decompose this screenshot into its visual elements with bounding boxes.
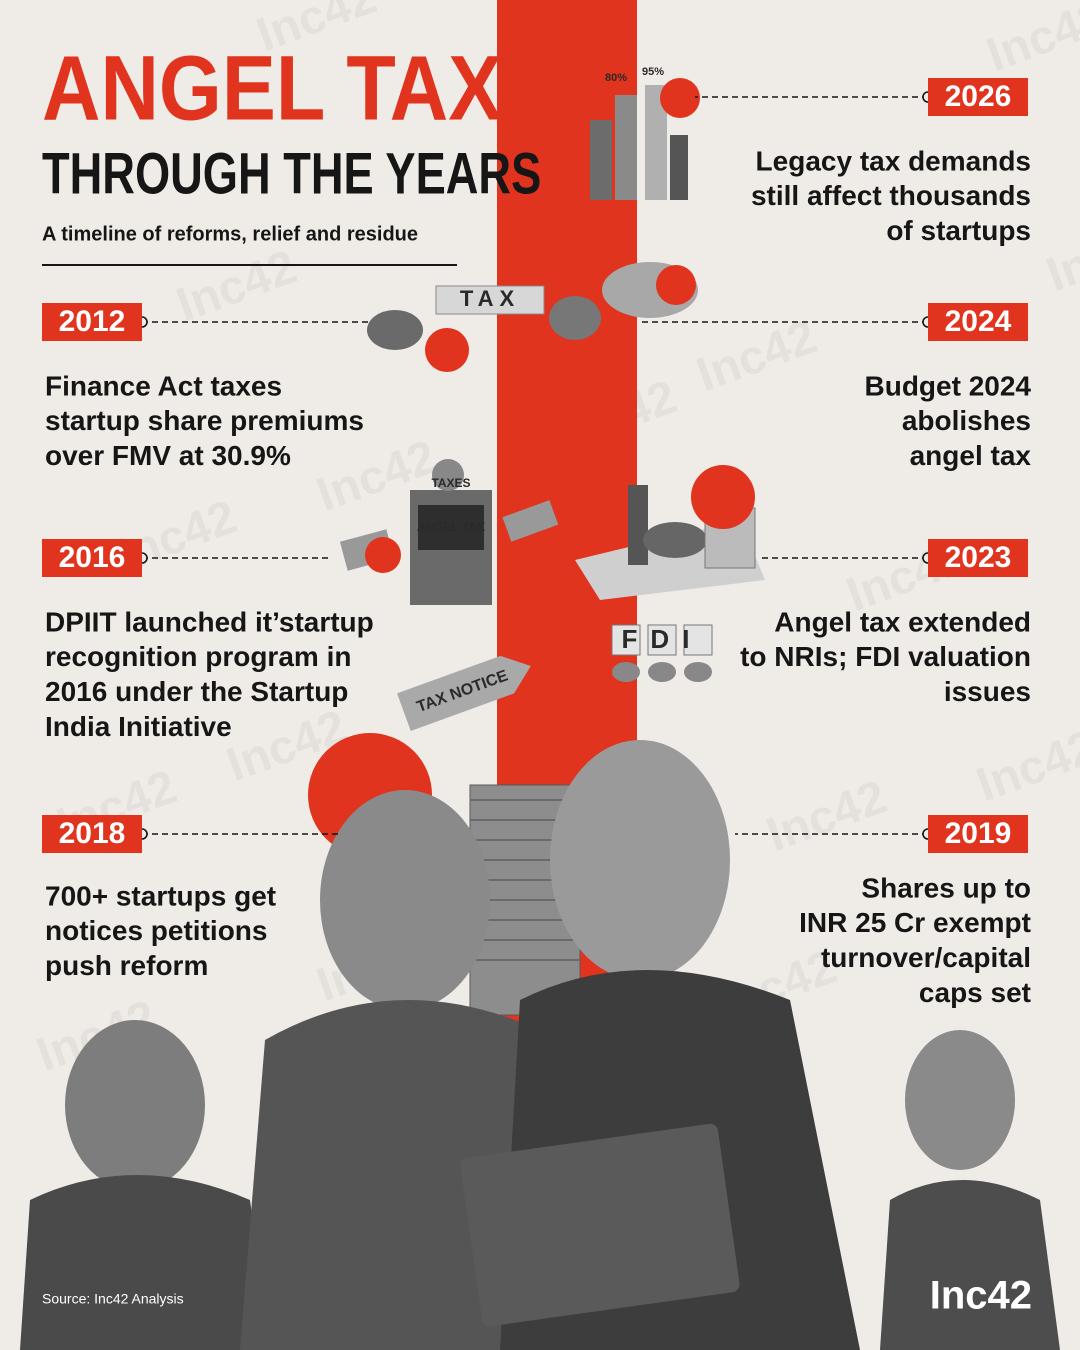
event-text: notices petitions [45, 915, 267, 946]
event-text: startup share premiums [45, 405, 364, 436]
box-top-text: TAXES [431, 476, 470, 490]
watermark: Inc42 [970, 720, 1080, 812]
event-text: recognition program in [45, 641, 351, 672]
event-text: turnover/capital [821, 942, 1031, 973]
subtitle: THROUGH THE YEARS [42, 142, 541, 207]
year-label: 2016 [59, 541, 126, 574]
watermark: Inc42 [760, 770, 893, 862]
event-text: angel tax [910, 440, 1032, 471]
blocks-text: TAX [460, 286, 520, 311]
year-label: 2026 [945, 80, 1012, 113]
event-text: Legacy tax demands [756, 145, 1031, 176]
year-badge [42, 303, 142, 341]
watermark: Inc42 [1040, 210, 1080, 302]
year-badge [42, 539, 142, 577]
watermark: Inc42 [690, 310, 823, 402]
event-text: INR 25 Cr exempt [799, 907, 1031, 938]
watermark: Inc42 [980, 0, 1080, 82]
year-label: 2019 [945, 817, 1012, 850]
logo: Inc42 [930, 1274, 1032, 1318]
event-text: caps set [919, 977, 1031, 1008]
source: Source: Inc42 Analysis [42, 1291, 184, 1307]
event-text: of startups [886, 215, 1031, 246]
event-text: over FMV at 30.9% [45, 440, 291, 471]
event-text: DPIIT launched it’startup [45, 606, 374, 637]
year-label: 2012 [59, 305, 126, 338]
event-text: India Initiative [45, 711, 232, 742]
event-text: issues [944, 676, 1031, 707]
event-text: Angel tax extended [774, 606, 1031, 637]
event-text: abolishes [902, 405, 1031, 436]
event-text: Shares up to [861, 872, 1031, 903]
year-badge [928, 303, 1028, 341]
chart-label: 80% [605, 72, 627, 84]
chart-label: 95% [642, 66, 664, 78]
tagline: A timeline of reforms, relief and residu… [42, 223, 418, 245]
year-badge [42, 815, 142, 853]
title: ANGEL TAX [42, 38, 502, 140]
year-label: 2024 [945, 305, 1012, 338]
year-label: 2018 [59, 817, 126, 850]
event-text: 700+ startups get [45, 880, 276, 911]
watermark: Inc42 [170, 240, 303, 332]
year-badge [928, 539, 1028, 577]
year-badge [928, 78, 1028, 116]
box-label: ANGEL TAX [417, 520, 485, 534]
event-text: still affect thousands [751, 180, 1031, 211]
event-text: 2016 under the Startup [45, 676, 348, 707]
event-text: Budget 2024 [865, 370, 1032, 401]
year-badge [928, 815, 1028, 853]
event-text: push reform [45, 950, 208, 981]
event-text: to NRIs; FDI valuation [740, 641, 1031, 672]
timeline: 2026 Legacy tax demands still affect thous… [42, 78, 1031, 1008]
cubes-text: FDI [622, 624, 703, 654]
event-text: Finance Act taxes [45, 370, 282, 401]
illustrations: 80% 95% TAX TAXES ANGEL TAX [20, 66, 1060, 1350]
year-label: 2023 [945, 541, 1012, 574]
